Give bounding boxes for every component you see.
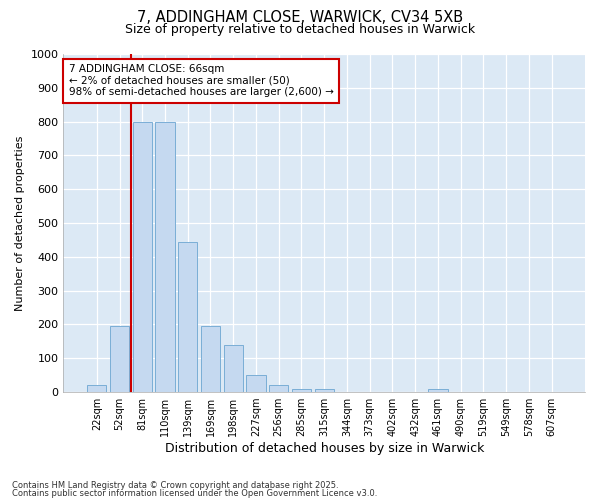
X-axis label: Distribution of detached houses by size in Warwick: Distribution of detached houses by size … [164, 442, 484, 455]
Text: 7, ADDINGHAM CLOSE, WARWICK, CV34 5XB: 7, ADDINGHAM CLOSE, WARWICK, CV34 5XB [137, 10, 463, 25]
Bar [269, 386, 289, 392]
Bar [247, 375, 266, 392]
Bar [201, 326, 220, 392]
Text: Contains HM Land Registry data © Crown copyright and database right 2025.: Contains HM Land Registry data © Crown c… [12, 481, 338, 490]
Bar [87, 386, 106, 392]
Bar [314, 388, 334, 392]
Text: Contains public sector information licensed under the Open Government Licence v3: Contains public sector information licen… [12, 488, 377, 498]
Bar [224, 345, 243, 392]
Bar [428, 388, 448, 392]
Bar [155, 122, 175, 392]
Y-axis label: Number of detached properties: Number of detached properties [15, 136, 25, 310]
Bar [110, 326, 129, 392]
Bar [292, 388, 311, 392]
Text: 7 ADDINGHAM CLOSE: 66sqm
← 2% of detached houses are smaller (50)
98% of semi-de: 7 ADDINGHAM CLOSE: 66sqm ← 2% of detache… [68, 64, 334, 98]
Bar [133, 122, 152, 392]
Bar [178, 242, 197, 392]
Text: Size of property relative to detached houses in Warwick: Size of property relative to detached ho… [125, 22, 475, 36]
